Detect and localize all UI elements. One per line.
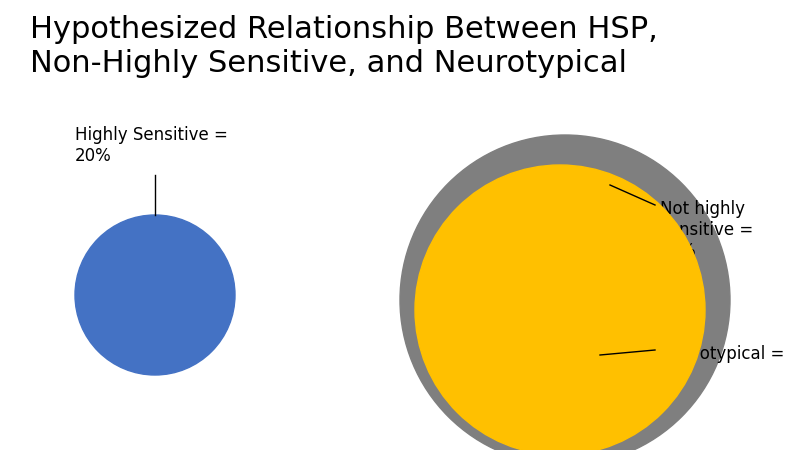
Text: Highly Sensitive =
20%: Highly Sensitive = 20%: [75, 126, 228, 165]
Text: Not highly
sensitive =
80%: Not highly sensitive = 80%: [660, 200, 754, 260]
Text: Hypothesized Relationship Between HSP,
Non-Highly Sensitive, and Neurotypical: Hypothesized Relationship Between HSP, N…: [30, 15, 658, 77]
Text: Neurotypical =
?%: Neurotypical = ?%: [660, 345, 784, 384]
Circle shape: [415, 165, 705, 450]
Circle shape: [400, 135, 730, 450]
Circle shape: [75, 215, 235, 375]
